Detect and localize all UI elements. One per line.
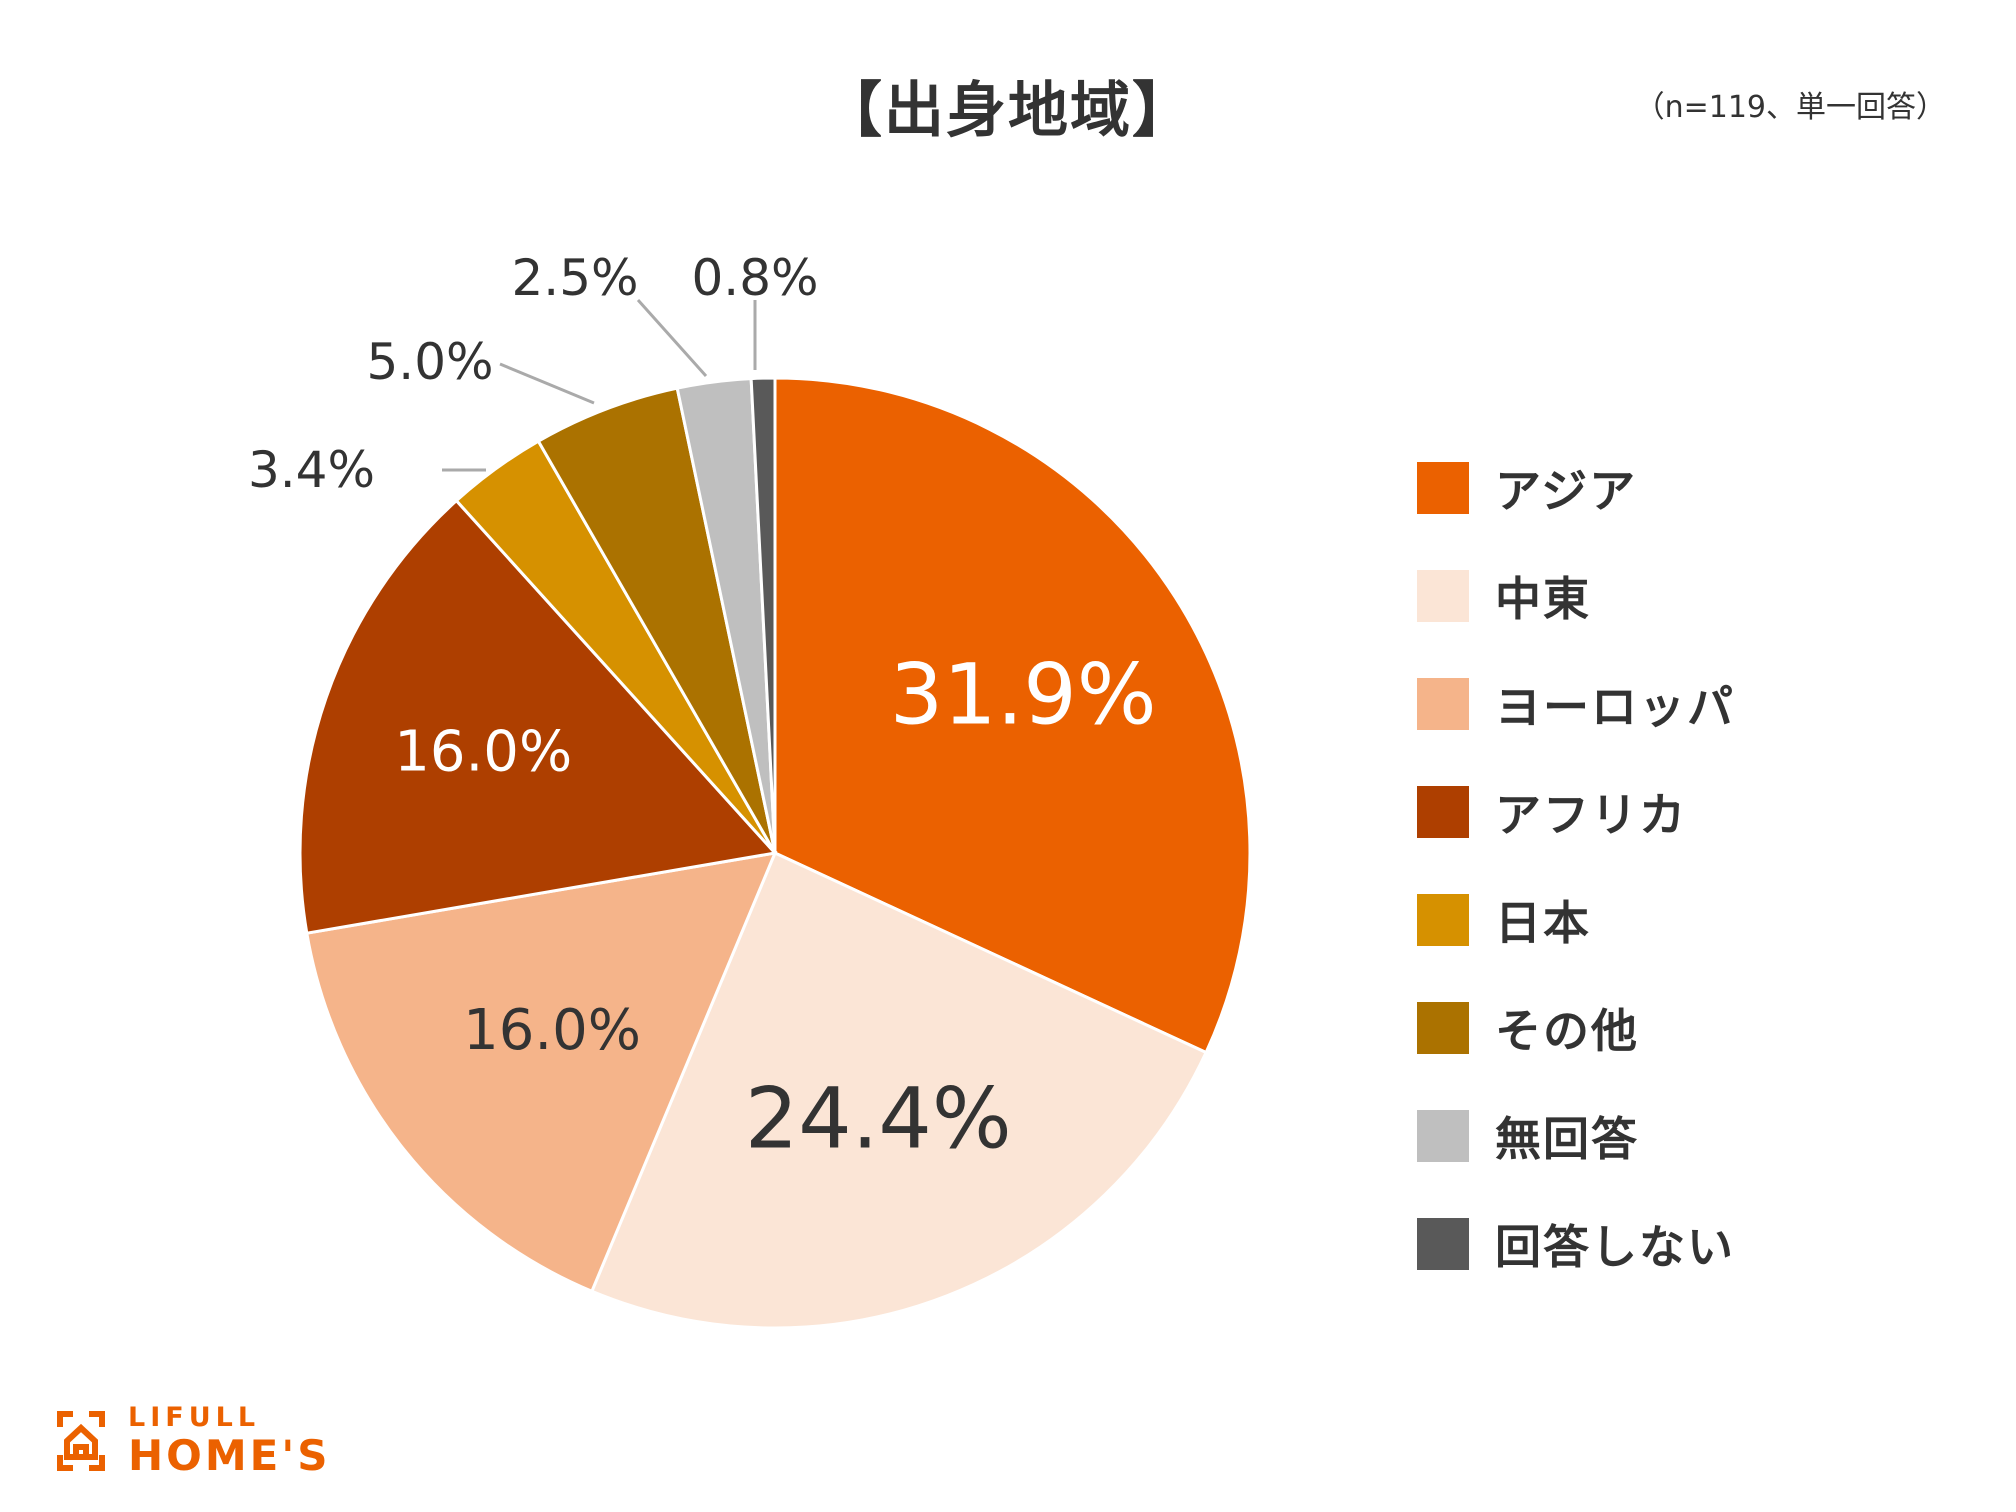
- legend-label: その他: [1495, 1004, 1639, 1058]
- slice-label: 16.0%: [394, 720, 572, 785]
- legend-swatch: [1417, 1218, 1469, 1270]
- legend-label: 回答しない: [1495, 1220, 1735, 1274]
- legend-item-middle-east: 中東: [1417, 542, 1735, 650]
- sample-size-note: （n=119、単一回答）: [1634, 90, 1946, 125]
- legend-item-other: その他: [1417, 974, 1735, 1082]
- legend-swatch: [1417, 462, 1469, 514]
- chart-legend: アジア 中東 ヨーロッパ アフリカ 日本 その他 無回答 回答しない: [1417, 434, 1735, 1298]
- leader-line: [499, 362, 595, 405]
- slice-label: 2.5%: [511, 249, 638, 307]
- chart-title: 【出身地域】: [822, 76, 1194, 146]
- house-logo-icon: [57, 1410, 105, 1471]
- logo-text-lifull: LIFULL: [128, 1402, 261, 1433]
- pie-slice: [298, 498, 778, 935]
- legend-label: ヨーロッパ: [1495, 680, 1735, 734]
- slice-label: 31.9%: [890, 645, 1157, 743]
- legend-label: アフリカ: [1495, 788, 1687, 842]
- legend-item-africa: アフリカ: [1417, 758, 1735, 866]
- slice-label: 0.8%: [691, 249, 818, 307]
- pie-slice: [536, 386, 777, 854]
- legend-swatch: [1417, 678, 1469, 730]
- legend-label: 中東: [1495, 572, 1591, 626]
- legend-swatch: [1417, 570, 1469, 622]
- legend-item-asia: アジア: [1417, 434, 1735, 542]
- lifull-homes-logo: LIFULL HOME'S: [56, 1404, 330, 1477]
- pie-slice: [773, 376, 1252, 1055]
- leader-line: [636, 298, 708, 378]
- legend-swatch: [1417, 1110, 1469, 1162]
- pie-slice: [305, 851, 778, 1294]
- logo-text-homes: HOME'S: [128, 1431, 331, 1480]
- slice-label: 5.0%: [366, 333, 493, 391]
- legend-swatch: [1417, 894, 1469, 946]
- legend-swatch: [1417, 1002, 1469, 1054]
- legend-item-europe: ヨーロッパ: [1417, 650, 1735, 758]
- slice-label: 16.0%: [463, 998, 641, 1063]
- slice-label: 3.4%: [248, 441, 375, 499]
- slice-label: 24.4%: [745, 1070, 1012, 1168]
- legend-swatch: [1417, 786, 1469, 838]
- legend-item-japan: 日本: [1417, 866, 1735, 974]
- legend-label: 日本: [1495, 896, 1591, 950]
- legend-label: アジア: [1495, 464, 1638, 518]
- legend-item-decline: 回答しない: [1417, 1190, 1735, 1298]
- pie-slice: [589, 850, 1209, 1330]
- legend-label: 無回答: [1495, 1112, 1639, 1166]
- legend-item-no-answer: 無回答: [1417, 1082, 1735, 1190]
- pie-slice: [749, 376, 777, 854]
